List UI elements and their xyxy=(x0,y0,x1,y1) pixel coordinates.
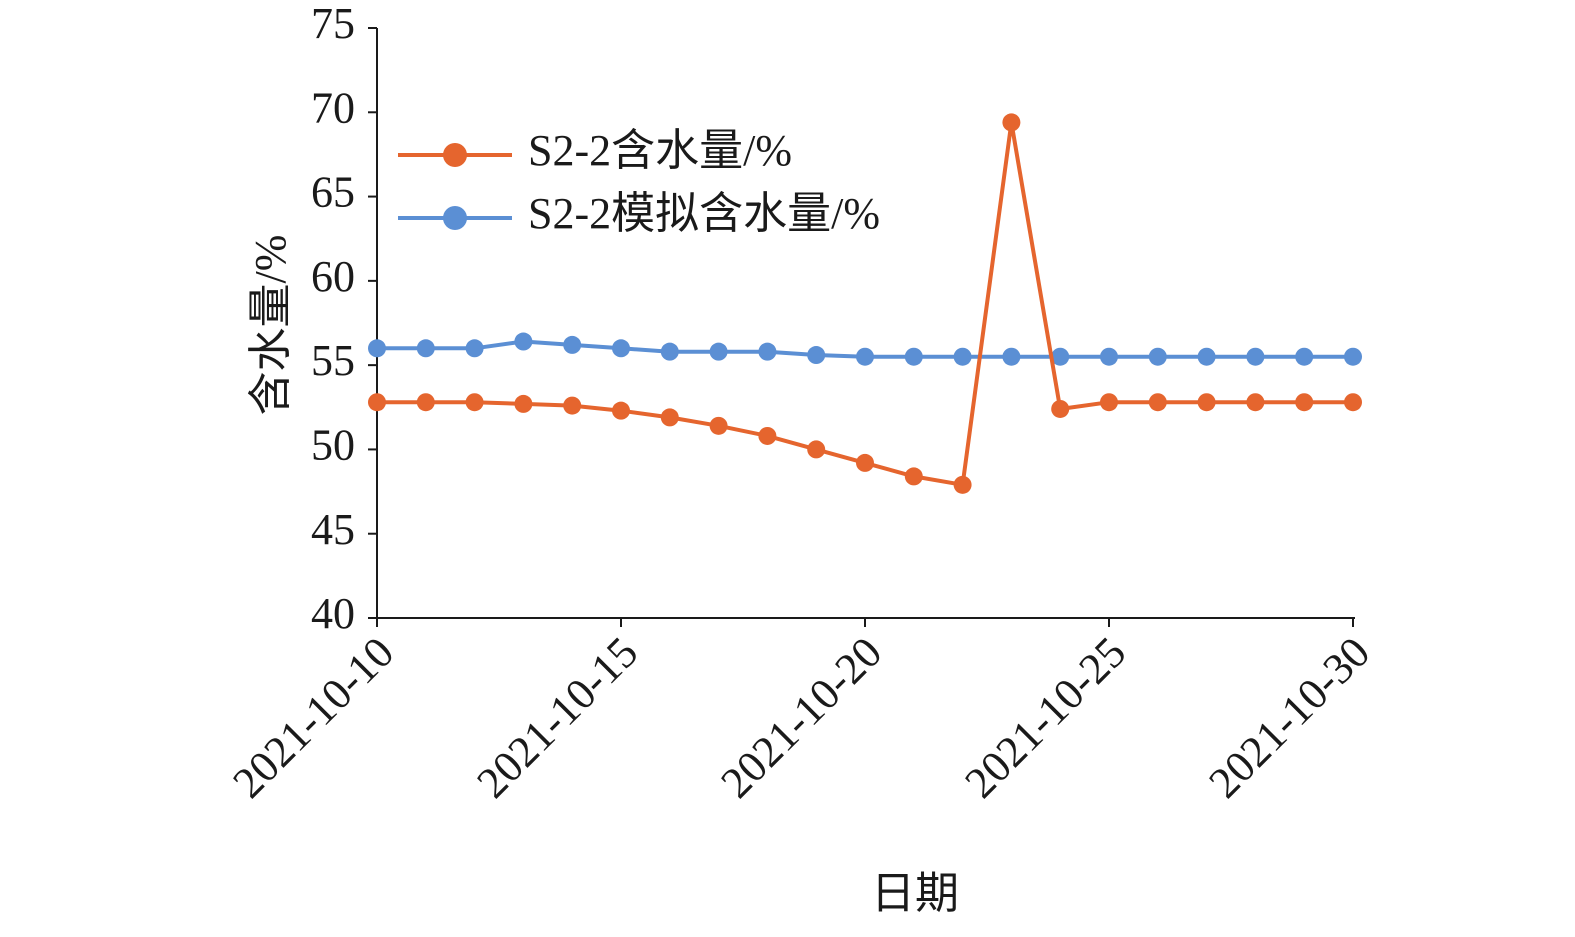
data-point xyxy=(660,408,679,427)
series-layer xyxy=(368,113,1362,494)
x-axis-title: 日期 xyxy=(871,869,959,918)
data-point xyxy=(368,339,386,358)
data-point xyxy=(758,342,777,361)
series-line xyxy=(377,120,1353,487)
y-tick-label: 55 xyxy=(311,336,355,385)
data-point xyxy=(1246,393,1265,412)
legend-label-measured: S2-2含水量/% xyxy=(528,126,792,175)
data-point xyxy=(1002,113,1021,132)
legend-item-measured: S2-2含水量/% xyxy=(398,126,792,175)
data-point xyxy=(612,339,630,358)
data-point xyxy=(660,342,679,361)
data-point xyxy=(563,335,582,354)
data-point xyxy=(953,347,972,366)
data-point xyxy=(563,396,582,415)
x-tick-label: 2021-10-25 xyxy=(955,628,1135,808)
data-point xyxy=(758,426,777,445)
legend-swatch-marker-simulated xyxy=(443,206,467,230)
series-0 xyxy=(368,113,1362,494)
y-tick-label: 40 xyxy=(311,589,355,638)
data-point xyxy=(1344,347,1362,366)
legend-label-simulated: S2-2模拟含水量/% xyxy=(528,189,880,238)
data-point xyxy=(904,467,923,486)
y-tick-label: 75 xyxy=(311,0,355,48)
data-point xyxy=(709,416,728,435)
series-1 xyxy=(368,332,1362,366)
data-point xyxy=(953,475,972,494)
legend: S2-2含水量/% S2-2模拟含水量/% xyxy=(398,126,880,238)
axes xyxy=(376,28,1355,619)
y-tick-label: 45 xyxy=(311,505,355,554)
data-point xyxy=(465,393,484,412)
y-tick-label: 70 xyxy=(311,83,355,132)
data-point xyxy=(1051,399,1070,418)
data-point xyxy=(1295,393,1314,412)
data-point xyxy=(1197,393,1216,412)
data-point xyxy=(1148,393,1167,412)
data-point xyxy=(1246,347,1265,366)
data-point xyxy=(1002,347,1021,366)
legend-swatch-marker-measured xyxy=(443,143,467,167)
data-point xyxy=(1100,393,1118,412)
x-ticks: 2021-10-10 2021-10-15 2021-10-20 2021-10-25… xyxy=(223,618,1379,807)
y-tick-label: 60 xyxy=(311,252,355,301)
y-tick-label: 65 xyxy=(311,168,355,217)
data-point xyxy=(416,339,435,358)
data-point xyxy=(1051,347,1070,366)
data-point xyxy=(368,393,386,412)
data-point xyxy=(1295,347,1314,366)
x-tick-label: 2021-10-10 xyxy=(223,628,403,808)
data-point xyxy=(514,332,533,351)
data-point xyxy=(709,342,728,361)
data-point xyxy=(904,347,923,366)
data-point xyxy=(1100,347,1118,366)
y-tick-label: 50 xyxy=(311,421,355,470)
x-tick-label: 2021-10-30 xyxy=(1199,628,1379,808)
data-point xyxy=(416,393,435,412)
data-point xyxy=(807,346,826,365)
y-ticks: 40 45 50 55 60 65 70 75 xyxy=(311,0,377,638)
data-point xyxy=(1344,393,1362,412)
y-axis-title: 含水量/% xyxy=(246,235,295,416)
legend-item-simulated: S2-2模拟含水量/% xyxy=(398,189,880,238)
data-point xyxy=(514,394,533,413)
x-tick-label: 2021-10-15 xyxy=(467,628,647,808)
data-point xyxy=(856,347,874,366)
data-point xyxy=(807,440,826,459)
data-point xyxy=(612,401,630,420)
data-point xyxy=(1148,347,1167,366)
x-tick-label: 2021-10-20 xyxy=(711,628,891,808)
data-point xyxy=(856,453,874,472)
data-point xyxy=(1197,347,1216,366)
data-point xyxy=(465,339,484,358)
